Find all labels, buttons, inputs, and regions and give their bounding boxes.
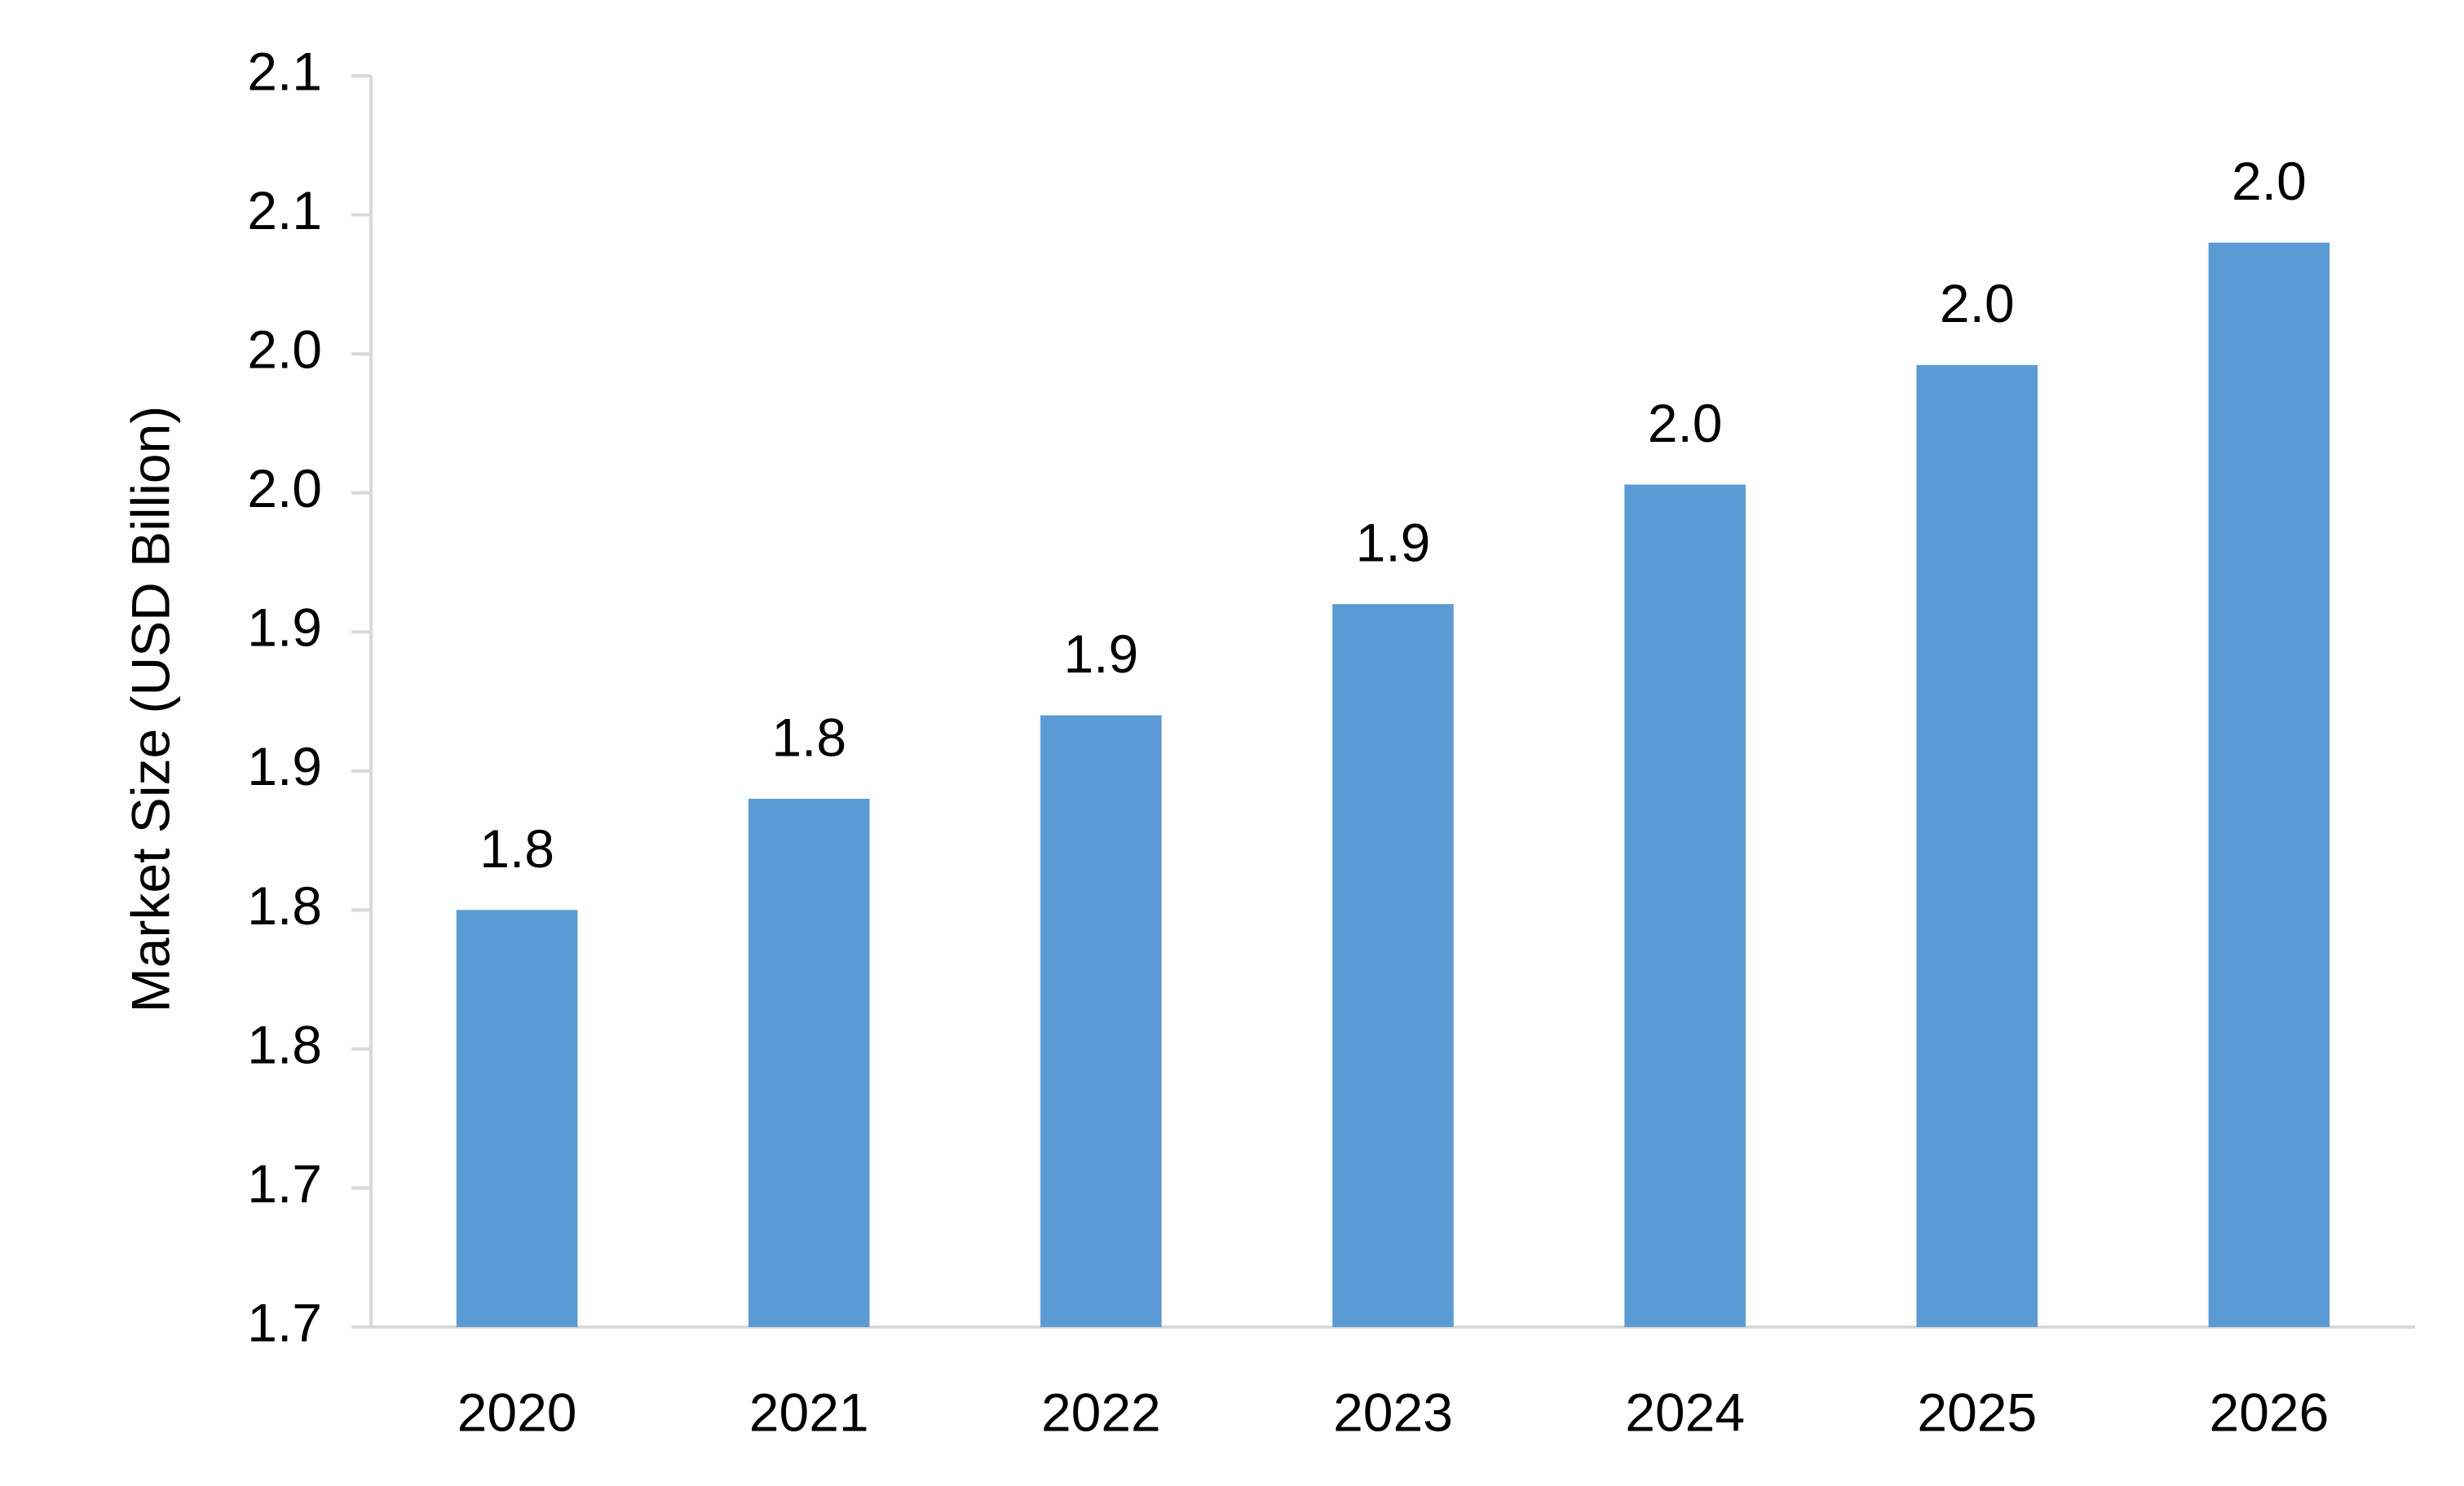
data-label-2021: 1.8 [771, 707, 846, 767]
data-label-2025: 2.0 [1940, 273, 2015, 333]
y-tick-label: 2.0 [247, 458, 322, 518]
y-tick-label: 1.8 [247, 875, 322, 936]
x-tick-label-2026: 2026 [2210, 1382, 2329, 1442]
bar-2022 [1040, 715, 1162, 1327]
data-label-2022: 1.9 [1063, 624, 1138, 684]
bar-2025 [1916, 364, 2038, 1327]
x-tick-label-2020: 2020 [457, 1382, 577, 1442]
y-tick-label: 1.8 [247, 1014, 322, 1074]
x-tick-label-2023: 2023 [1333, 1382, 1453, 1442]
bars [456, 242, 2330, 1328]
y-tick-label: 1.9 [247, 597, 322, 658]
y-tick-label: 1.9 [247, 736, 322, 796]
bar-2020 [456, 910, 578, 1327]
x-tick-label-2021: 2021 [749, 1382, 869, 1442]
y-tick-label: 1.7 [247, 1292, 322, 1352]
data-label-2026: 2.0 [2232, 151, 2307, 211]
y-axis-title: Market Size (USD Billion) [120, 406, 180, 1013]
x-axis-ticks: 2020 2021 2022 2023 2024 2025 2026 [457, 1382, 2329, 1442]
y-tick-label: 2.0 [247, 320, 322, 380]
bar-2024 [1624, 484, 1746, 1327]
x-tick-label-2024: 2024 [1625, 1382, 1745, 1442]
y-axis-title-group: Market Size (USD Billion) [120, 406, 180, 1013]
x-tick-label-2025: 2025 [1917, 1382, 2037, 1442]
y-tick-label: 2.1 [247, 41, 322, 101]
y-tick-label: 2.1 [247, 180, 322, 240]
bar-2023 [1332, 604, 1454, 1327]
x-tick-label-2022: 2022 [1041, 1382, 1161, 1442]
data-label-2024: 2.0 [1648, 393, 1723, 453]
y-tick-label: 1.7 [247, 1153, 322, 1214]
bar-2021 [748, 798, 870, 1327]
bar-2026 [2208, 242, 2330, 1328]
y-axis-ticks: 1.7 1.7 1.8 1.8 1.9 1.9 2.0 2.0 2.1 2.1 [247, 41, 371, 1352]
data-labels: 1.8 1.8 1.9 1.9 2.0 2.0 2.0 [479, 151, 2307, 879]
data-label-2020: 1.8 [479, 818, 554, 879]
data-label-2023: 1.9 [1356, 513, 1431, 573]
